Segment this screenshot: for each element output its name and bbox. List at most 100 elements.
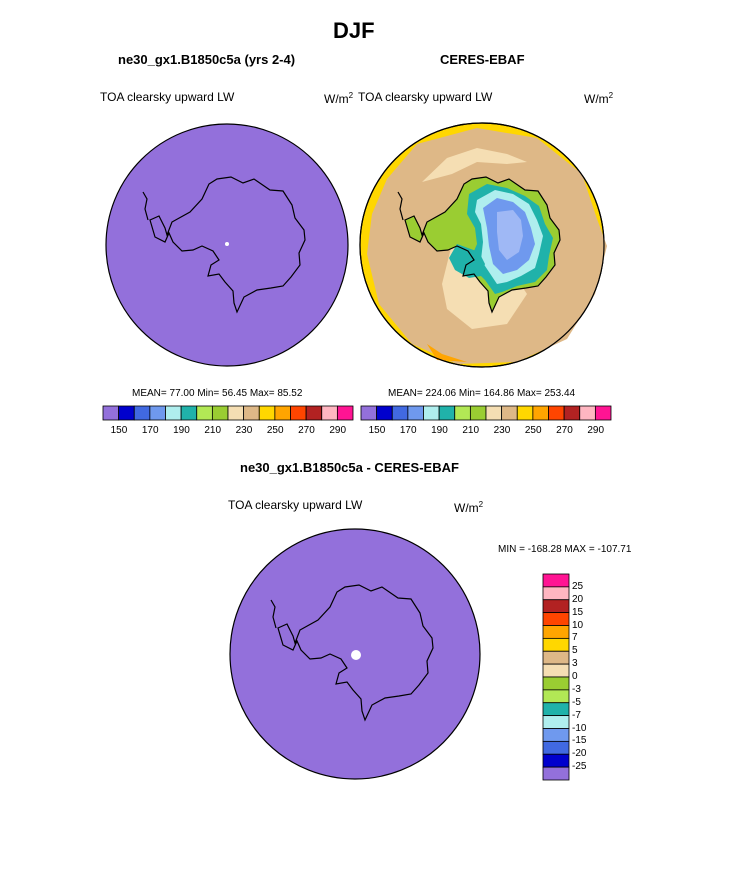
- model-colorbar-box: [180, 405, 198, 421]
- obs-colorbar-box: [548, 405, 565, 421]
- diff-colorbar-box: [542, 766, 570, 781]
- diff-colorbar-tick-label: 25: [572, 580, 584, 592]
- model-colorbar-box: [321, 405, 338, 421]
- diff-colorbar-box: [542, 753, 570, 768]
- obs-colorbar-box: [376, 405, 393, 421]
- diff-colorbar-tick-label: 3: [572, 658, 578, 670]
- diff-peninsula-coastline: [270, 599, 277, 629]
- page-title: DJF: [333, 18, 375, 43]
- obs-colorbar-box: [469, 405, 487, 421]
- obs-region-west: [449, 244, 485, 278]
- obs-map: [359, 122, 607, 368]
- diff-colorbar-tick-label: 5: [572, 645, 578, 657]
- model-antarctica-coastline: [149, 176, 306, 314]
- model-colorbar-box: [102, 405, 120, 421]
- obs-colorbar-box: [360, 405, 378, 421]
- obs-colorbar-box: [516, 405, 534, 421]
- diff-colorbar-tick-label: 0: [572, 671, 578, 682]
- model-colorbar-tick-label: 290: [329, 425, 347, 436]
- obs-colorbar-box: [391, 405, 409, 421]
- obs-colorbar-tick-label: 150: [368, 425, 386, 436]
- diff-colorbar-box: [542, 599, 570, 614]
- model-peninsula-coastline: [142, 191, 149, 221]
- obs-map-border: [359, 122, 605, 368]
- diff-colorbar-tick-label: 15: [572, 606, 584, 618]
- model-colorbar-box: [243, 405, 260, 421]
- model-colorbar-tick-label: 230: [235, 425, 253, 436]
- model-colorbar-tick-label: 210: [204, 425, 222, 436]
- obs-colorbar-box: [423, 405, 440, 421]
- obs-colorbar-box: [563, 405, 581, 421]
- obs-stats: MEAN= 224.06 Min= 164.86 Max= 253.44: [388, 388, 576, 399]
- obs-colorbar-tick-label: 250: [524, 425, 542, 436]
- diff-colorbar-tick-label: -7: [572, 709, 581, 721]
- diff-colorbar-tick-label: 7: [572, 632, 578, 644]
- diff-colorbar-box: [542, 586, 570, 601]
- model-colorbar-box: [336, 405, 354, 421]
- diff-pole-marker: [351, 650, 361, 660]
- diff-map: [229, 528, 481, 780]
- obs-antarctica-coastline: [404, 176, 561, 314]
- obs-colorbar: [360, 405, 612, 421]
- model-colorbar-box: [211, 405, 229, 421]
- obs-colorbar-tick-label: 270: [556, 425, 573, 436]
- model-colorbar-box: [227, 405, 245, 421]
- obs-colorbar-boxes: [360, 405, 612, 421]
- model-colorbar-box: [305, 405, 323, 421]
- diff-unit-label: W/m2: [454, 500, 484, 515]
- diff-antarctica-coastline: [277, 584, 434, 722]
- diff-colorbar-box: [542, 663, 570, 678]
- model-colorbar-box: [196, 405, 213, 421]
- obs-variable-label: TOA clearsky upward LW: [358, 90, 493, 104]
- obs-colorbar-box: [407, 405, 424, 421]
- diff-variable-label: TOA clearsky upward LW: [228, 498, 363, 512]
- diff-colorbar-tick-label: 20: [572, 593, 584, 605]
- model-colorbar-box: [290, 405, 307, 421]
- diff-colorbar-box: [542, 715, 570, 729]
- diff-colorbar-tick-label: 10: [572, 619, 584, 631]
- diff-colorbar-box: [542, 676, 570, 691]
- obs-colorbar-box: [501, 405, 518, 421]
- model-colorbar-box: [258, 405, 276, 421]
- diff-colorbar-tick-label: -5: [572, 696, 581, 708]
- diff-colorbar-tick-label: -10: [572, 722, 587, 734]
- diff-colorbar-box: [542, 689, 570, 704]
- obs-colorbar-box: [579, 405, 596, 421]
- obs-colorbar-tick-label: 210: [462, 425, 480, 436]
- diff-minmax: MIN = -168.28 MAX = -107.71: [498, 544, 632, 555]
- diff-colorbar-box: [542, 702, 570, 717]
- model-colorbar-tick-label: 150: [110, 425, 128, 436]
- model-colorbar: [102, 405, 354, 421]
- diff-colorbar-box: [542, 637, 570, 652]
- diff-colorbar-boxes: [542, 573, 570, 781]
- model-colorbar-box: [133, 405, 151, 421]
- diff-colorbar-tick-label: -15: [572, 735, 587, 747]
- model-colorbar-boxes: [102, 405, 354, 421]
- obs-colorbar-box: [454, 405, 471, 421]
- diff-colorbar-tick-label: -3: [572, 683, 581, 695]
- obs-colorbar-tick-label: 190: [431, 425, 448, 436]
- model-stats: MEAN= 77.00 Min= 56.45 Max= 85.52: [132, 388, 303, 399]
- model-panel-title: ne30_gx1.B1850c5a (yrs 2-4): [118, 52, 296, 67]
- obs-colorbar-box: [485, 405, 503, 421]
- obs-panel-title: CERES-EBAF: [440, 52, 525, 67]
- diff-colorbar-box: [542, 650, 570, 665]
- model-colorbar-box: [165, 405, 182, 421]
- model-colorbar-tick-label: 250: [266, 425, 284, 436]
- model-colorbar-tick-label: 190: [173, 425, 190, 436]
- obs-colorbar-box: [532, 405, 549, 421]
- obs-colorbar-tick-label: 170: [399, 425, 417, 436]
- model-map: [105, 123, 349, 367]
- diff-colorbar-box: [542, 612, 570, 626]
- model-variable-label: TOA clearsky upward LW: [100, 90, 235, 104]
- model-colorbar-box: [274, 405, 291, 421]
- model-colorbar-box: [149, 405, 166, 421]
- model-colorbar-tick-label: 170: [141, 425, 159, 436]
- obs-region-250-270: [427, 344, 467, 362]
- obs-colorbar-tick-label: 230: [493, 425, 511, 436]
- obs-unit-label: W/m2: [584, 91, 614, 106]
- obs-colorbar-box: [594, 405, 612, 421]
- model-unit-label: W/m2: [324, 91, 354, 106]
- diff-colorbar-tick-label: -20: [572, 748, 587, 760]
- model-colorbar-tick-label: 270: [298, 425, 315, 436]
